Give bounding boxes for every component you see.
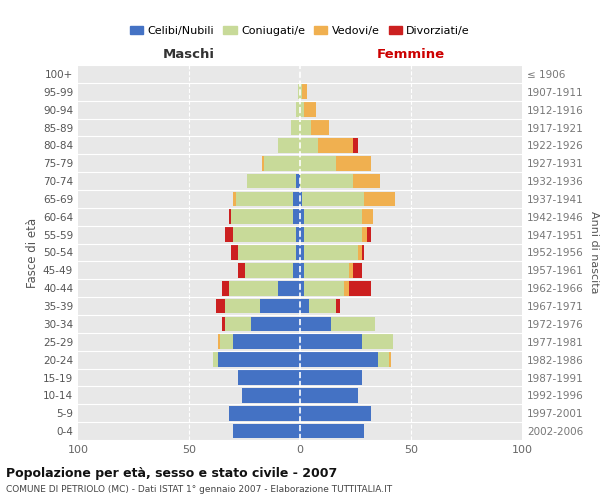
Bar bbox=[344, 281, 349, 295]
Bar bbox=[362, 228, 367, 242]
Bar bbox=[247, 174, 296, 188]
Bar bbox=[251, 316, 300, 331]
Bar bbox=[218, 334, 220, 349]
Bar bbox=[224, 298, 260, 314]
Bar bbox=[231, 245, 238, 260]
Bar bbox=[362, 245, 364, 260]
Bar bbox=[236, 192, 293, 206]
Bar bbox=[304, 102, 316, 117]
Bar bbox=[265, 156, 300, 170]
Bar bbox=[300, 281, 304, 295]
Bar bbox=[229, 406, 300, 420]
Bar bbox=[293, 192, 300, 206]
Bar bbox=[300, 388, 358, 402]
Bar bbox=[296, 228, 300, 242]
Bar bbox=[278, 138, 300, 152]
Bar bbox=[378, 352, 389, 367]
Bar bbox=[293, 263, 300, 278]
Bar bbox=[233, 424, 300, 438]
Bar bbox=[389, 352, 391, 367]
Bar bbox=[300, 210, 304, 224]
Bar bbox=[222, 316, 224, 331]
Bar bbox=[300, 156, 335, 170]
Bar bbox=[278, 281, 300, 295]
Bar bbox=[349, 281, 371, 295]
Bar bbox=[242, 388, 300, 402]
Bar bbox=[296, 102, 300, 117]
Bar bbox=[304, 210, 362, 224]
Bar bbox=[304, 228, 362, 242]
Bar bbox=[335, 298, 340, 314]
Bar bbox=[300, 263, 304, 278]
Bar bbox=[260, 298, 300, 314]
Text: Maschi: Maschi bbox=[163, 48, 215, 62]
Bar bbox=[367, 228, 371, 242]
Bar bbox=[238, 263, 245, 278]
Bar bbox=[300, 138, 318, 152]
Bar bbox=[218, 352, 300, 367]
Bar bbox=[300, 228, 304, 242]
Bar bbox=[233, 334, 300, 349]
Bar bbox=[300, 370, 362, 385]
Bar bbox=[311, 120, 329, 135]
Bar bbox=[300, 316, 331, 331]
Bar bbox=[331, 316, 376, 331]
Bar bbox=[353, 174, 380, 188]
Bar bbox=[300, 245, 304, 260]
Text: Femmine: Femmine bbox=[377, 48, 445, 62]
Bar bbox=[233, 192, 236, 206]
Bar bbox=[245, 263, 293, 278]
Legend: Celibi/Nubili, Coniugati/e, Vedovi/e, Divorziati/e: Celibi/Nubili, Coniugati/e, Vedovi/e, Di… bbox=[125, 22, 475, 40]
Bar bbox=[302, 84, 307, 99]
Bar bbox=[229, 281, 278, 295]
Bar bbox=[358, 245, 362, 260]
Bar bbox=[296, 245, 300, 260]
Bar bbox=[300, 406, 371, 420]
Bar bbox=[296, 174, 300, 188]
Bar bbox=[224, 228, 233, 242]
Bar bbox=[362, 210, 373, 224]
Bar bbox=[300, 174, 353, 188]
Bar bbox=[300, 352, 378, 367]
Bar bbox=[300, 192, 302, 206]
Bar bbox=[238, 245, 296, 260]
Bar bbox=[229, 210, 231, 224]
Bar bbox=[238, 370, 300, 385]
Bar bbox=[304, 245, 358, 260]
Bar bbox=[300, 84, 302, 99]
Y-axis label: Fasce di età: Fasce di età bbox=[26, 218, 39, 288]
Bar bbox=[214, 352, 218, 367]
Bar bbox=[304, 263, 349, 278]
Bar bbox=[224, 316, 251, 331]
Bar bbox=[222, 281, 229, 295]
Bar bbox=[291, 120, 300, 135]
Bar bbox=[262, 156, 265, 170]
Bar bbox=[353, 263, 362, 278]
Bar bbox=[233, 228, 296, 242]
Text: Popolazione per età, sesso e stato civile - 2007: Popolazione per età, sesso e stato civil… bbox=[6, 468, 337, 480]
Bar bbox=[300, 424, 364, 438]
Y-axis label: Anni di nascita: Anni di nascita bbox=[589, 211, 599, 294]
Bar bbox=[215, 298, 224, 314]
Bar bbox=[300, 334, 362, 349]
Bar bbox=[335, 156, 371, 170]
Bar bbox=[364, 192, 395, 206]
Bar bbox=[309, 298, 335, 314]
Bar bbox=[300, 298, 309, 314]
Bar bbox=[231, 210, 293, 224]
Bar bbox=[302, 192, 364, 206]
Bar bbox=[300, 120, 311, 135]
Bar bbox=[298, 84, 300, 99]
Bar bbox=[220, 334, 233, 349]
Bar bbox=[353, 138, 358, 152]
Bar bbox=[293, 210, 300, 224]
Bar bbox=[318, 138, 353, 152]
Bar bbox=[304, 281, 344, 295]
Bar bbox=[349, 263, 353, 278]
Bar bbox=[362, 334, 393, 349]
Bar bbox=[300, 102, 304, 117]
Text: COMUNE DI PETRIOLO (MC) - Dati ISTAT 1° gennaio 2007 - Elaborazione TUTTITALIA.I: COMUNE DI PETRIOLO (MC) - Dati ISTAT 1° … bbox=[6, 485, 392, 494]
